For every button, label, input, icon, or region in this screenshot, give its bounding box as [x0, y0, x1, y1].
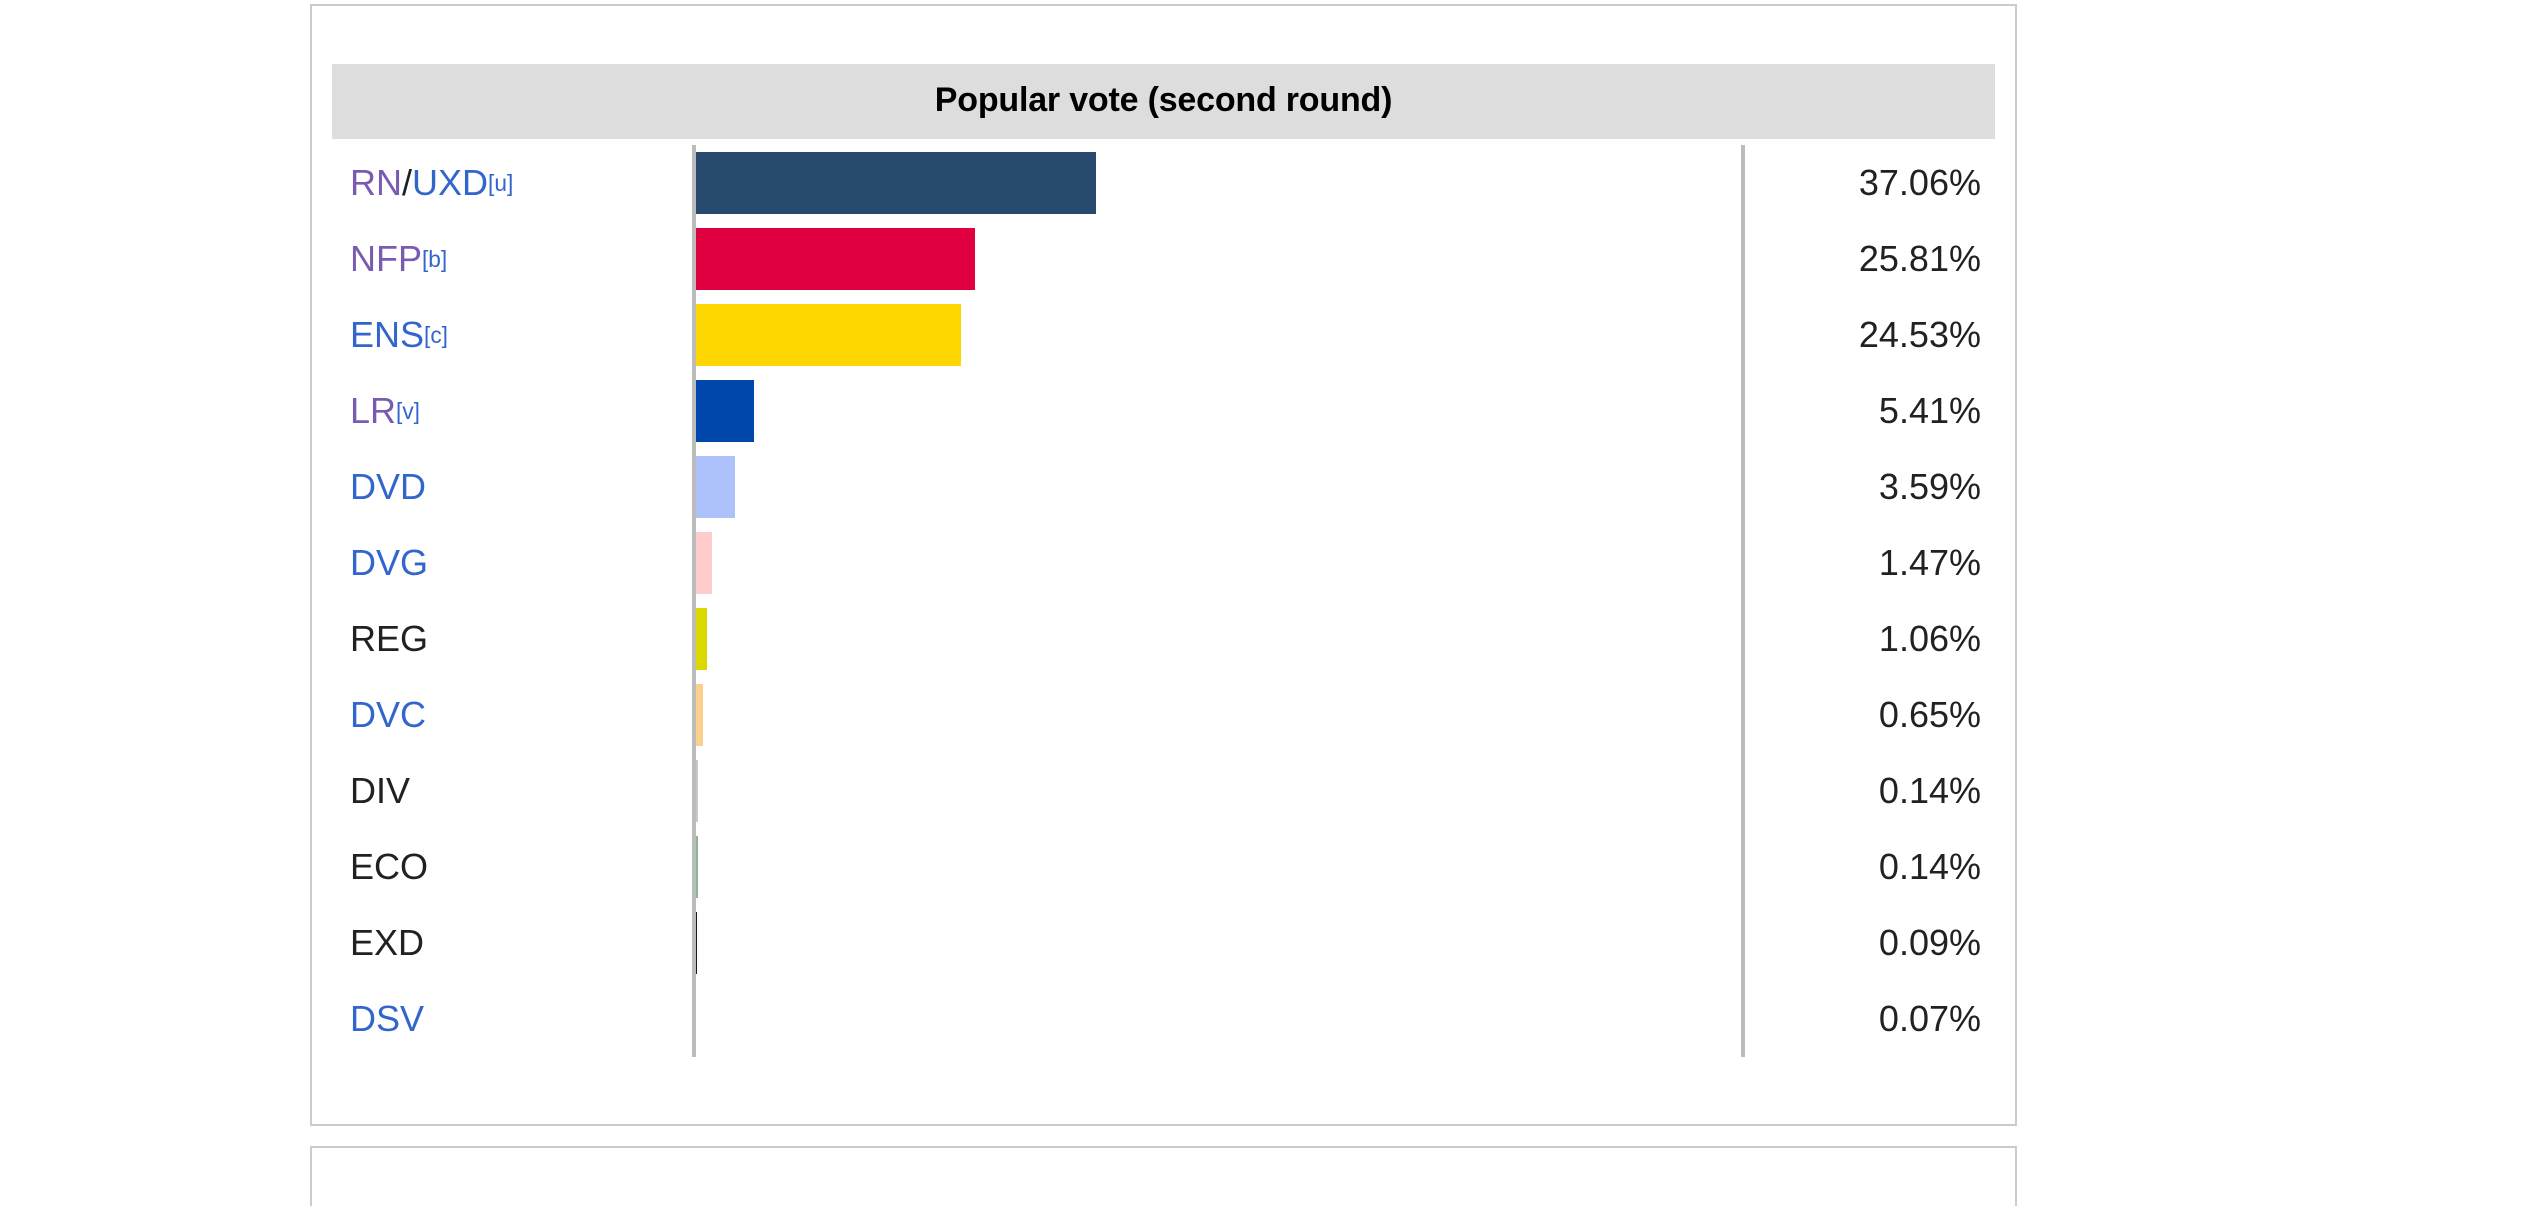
chart-row-label: DIV — [332, 753, 692, 829]
chart-row-value: 0.07% — [1878, 997, 1981, 1039]
chart-bar-track — [692, 524, 1745, 601]
chart-row-value: 1.47% — [1878, 541, 1981, 583]
bar-chart: RN / UXD [u] 37.06% NFP [b] 25.81% ENS [c] 24.53% L… — [332, 144, 1995, 1057]
chart-row-label: NFP [b] — [350, 237, 448, 279]
chart-bar-track — [692, 600, 1745, 677]
chart-row-value: 0.65% — [1878, 693, 1981, 735]
party-label-text: DIV — [350, 769, 411, 811]
chart-row: REG 1.06% — [332, 600, 1995, 677]
chart-bar-track — [692, 296, 1745, 373]
next-infobox-partial — [310, 1146, 2017, 1206]
chart-bar — [696, 911, 697, 974]
chart-row-label: RN / UXD [u] — [350, 161, 514, 203]
chart-row: LR [v] 5.41% — [332, 372, 1995, 449]
party-label-text: ECO — [350, 845, 429, 887]
chart-row: NFP [b] 25.81% — [332, 220, 1995, 297]
chart-bar — [696, 835, 698, 898]
party-label-text: EXD — [350, 921, 425, 963]
infobox-content: Popular vote (second round) RN / UXD [u] 37.… — [332, 64, 1995, 1057]
chart-row: DVD 3.59% — [332, 448, 1995, 525]
infobox-popular-vote: Popular vote (second round) RN / UXD [u] 37.… — [310, 4, 2017, 1126]
chart-bar-track — [692, 676, 1745, 753]
chart-row: ENS [c] 24.53% — [332, 296, 1995, 373]
party-link[interactable]: ENS — [350, 313, 425, 355]
chart-bar — [696, 531, 712, 594]
chart-bar — [696, 151, 1096, 214]
chart-row-value: 37.06% — [1858, 161, 1981, 203]
chart-row: DSV 0.07% — [332, 980, 1995, 1057]
chart-row: DVC 0.65% — [332, 676, 1995, 753]
chart-row-value: 0.14% — [1878, 845, 1981, 887]
chart-row-value: 5.41% — [1878, 389, 1981, 431]
chart-bar-track — [692, 372, 1745, 449]
chart-bar — [696, 379, 755, 442]
chart-row-label: DVC — [332, 677, 692, 753]
chart-row-value: 25.81% — [1858, 237, 1981, 279]
chart-bar-track — [692, 752, 1745, 829]
chart-row-value: 24.53% — [1858, 313, 1981, 355]
party-link[interactable]: DVG — [350, 541, 429, 583]
party-link[interactable]: RN — [350, 161, 402, 203]
chart-bar — [696, 455, 735, 518]
chart-row: DIV 0.14% — [332, 752, 1995, 829]
party-label-text: / — [402, 161, 413, 203]
chart-row: ECO 0.14% — [332, 828, 1995, 905]
party-link[interactable]: DSV — [350, 997, 425, 1039]
chart-bar — [696, 987, 697, 1050]
page-root: Popular vote (second round) RN / UXD [u] 37.… — [310, 4, 2017, 1206]
chart-row: EXD 0.09% — [332, 904, 1995, 981]
chart-row-label: EXD — [332, 905, 692, 981]
chart-bar-track — [692, 220, 1745, 297]
party-link[interactable]: UXD — [412, 161, 489, 203]
chart-row-label: DVD — [332, 449, 692, 525]
chart-row-value: 0.14% — [1878, 769, 1981, 811]
chart-bar-track — [692, 904, 1745, 981]
chart-bar-track — [692, 828, 1745, 905]
party-label-text: REG — [350, 617, 429, 659]
chart-row-value: 1.06% — [1878, 617, 1981, 659]
party-link[interactable]: DVD — [350, 465, 427, 507]
chart-row-value: 0.09% — [1878, 921, 1981, 963]
chart-bar — [696, 303, 961, 366]
party-link[interactable]: NFP — [350, 237, 422, 279]
chart-row-label: LR [v] — [350, 389, 420, 431]
chart-row-label: REG — [332, 601, 692, 677]
chart-row: DVG 1.47% — [332, 524, 1995, 601]
chart-row-label: DSV — [332, 981, 692, 1057]
chart-row: RN / UXD [u] 37.06% — [332, 144, 1995, 221]
party-link[interactable]: LR — [350, 389, 397, 431]
chart-bar-track — [692, 980, 1745, 1057]
chart-bar — [696, 227, 975, 290]
chart-bar-track — [692, 144, 1745, 221]
chart-bar — [696, 607, 708, 670]
party-link[interactable]: DVC — [350, 693, 427, 735]
chart-bar-track — [692, 448, 1745, 525]
chart-title: Popular vote (second round) — [332, 64, 1995, 139]
chart-row-label: DVG — [332, 525, 692, 601]
chart-row-label: ECO — [332, 829, 692, 905]
chart-bar — [696, 683, 704, 746]
chart-row-label: ENS [c] — [350, 313, 448, 355]
chart-row-value: 3.59% — [1878, 465, 1981, 507]
chart-bar — [696, 759, 698, 822]
